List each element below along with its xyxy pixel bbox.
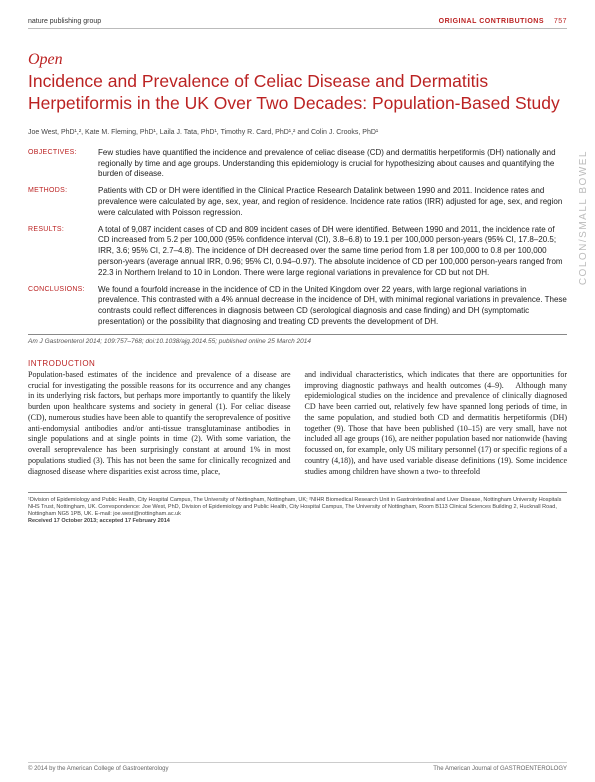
column-right: and individual characteristics, which in…	[305, 370, 568, 478]
received-line: Received 17 October 2013; accepted 17 Fe…	[28, 518, 170, 524]
page-footer: © 2014 by the American College of Gastro…	[28, 762, 567, 772]
body-columns: Population-based estimates of the incide…	[28, 370, 567, 478]
results-label: RESULTS:	[28, 225, 98, 279]
results-text: A total of 9,087 incident cases of CD an…	[98, 225, 567, 279]
open-access-label: Open	[28, 51, 567, 69]
copyright-text: © 2014 by the American College of Gastro…	[28, 766, 169, 772]
article-title: Incidence and Prevalence of Celiac Disea…	[28, 71, 567, 115]
conclusions-label: CONCLUSIONS:	[28, 285, 98, 328]
citation-line: Am J Gastroenterol 2014; 109:757–768; do…	[28, 334, 567, 345]
section-header: ORIGINAL CONTRIBUTIONS 757	[439, 18, 567, 25]
abstract-results: RESULTS: A total of 9,087 incident cases…	[28, 225, 567, 279]
introduction-heading: INTRODUCTION	[28, 359, 567, 368]
abstract-conclusions: CONCLUSIONS: We found a fourfold increas…	[28, 285, 567, 328]
section-label: ORIGINAL CONTRIBUTIONS	[439, 18, 544, 25]
column-left: Population-based estimates of the incide…	[28, 370, 291, 478]
journal-name: The American Journal of GASTROENTEROLOGY	[433, 766, 567, 772]
affiliations-text: ¹Division of Epidemiology and Public Hea…	[28, 497, 561, 517]
methods-label: METHODS:	[28, 186, 98, 218]
objectives-text: Few studies have quantified the incidenc…	[98, 148, 567, 180]
affiliations-block: ¹Division of Epidemiology and Public Hea…	[28, 492, 567, 526]
conclusions-text: We found a fourfold increase in the inci…	[98, 285, 567, 328]
section-sidetab: COLON/SMALL BOWEL	[578, 150, 589, 285]
page-header: nature publishing group ORIGINAL CONTRIB…	[28, 18, 567, 29]
objectives-label: OBJECTIVES:	[28, 148, 98, 180]
abstract-objectives: OBJECTIVES: Few studies have quantified …	[28, 148, 567, 180]
abstract-methods: METHODS: Patients with CD or DH were ide…	[28, 186, 567, 218]
publisher-label: nature publishing group	[28, 18, 101, 25]
page-number: 757	[554, 18, 567, 25]
methods-text: Patients with CD or DH were identified i…	[98, 186, 567, 218]
author-list: Joe West, PhD¹,², Kate M. Fleming, PhD¹,…	[28, 129, 567, 136]
